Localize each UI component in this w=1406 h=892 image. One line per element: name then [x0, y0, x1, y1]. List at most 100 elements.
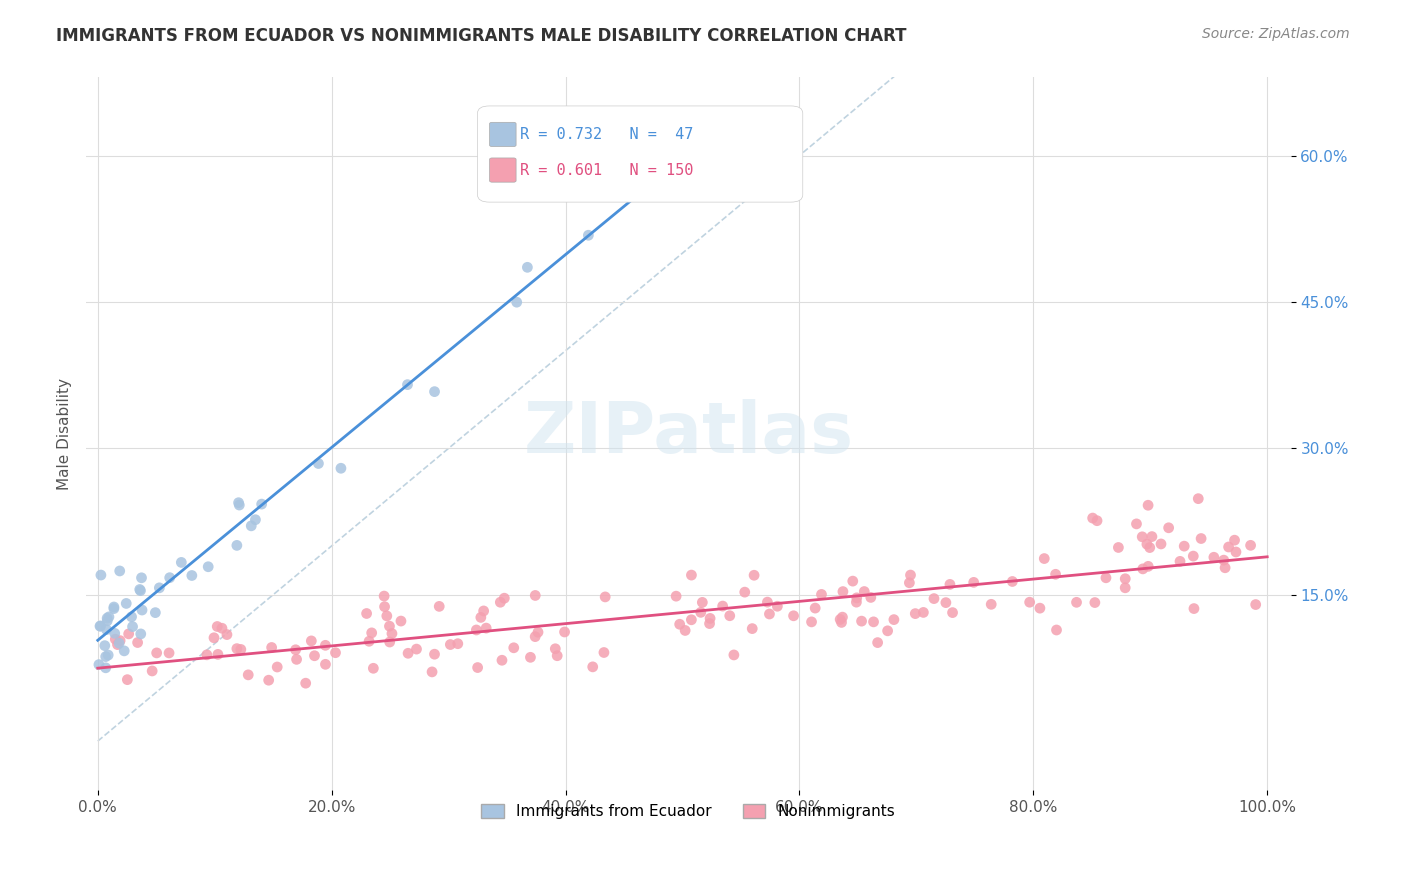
Point [143, 606, 166, 620]
Point [692, 595, 714, 609]
Point [96, 614, 118, 628]
Point [129, 583, 152, 598]
Point [145, 646, 167, 660]
Point [576, 228, 599, 243]
Point [180, 568, 202, 582]
Point [197, 559, 219, 574]
Point [1244, 598, 1267, 612]
Point [129, 627, 152, 641]
Point [94, 639, 117, 653]
Point [314, 657, 336, 672]
Point [225, 538, 247, 552]
Point [627, 171, 650, 186]
Point [374, 599, 396, 614]
Point [1157, 521, 1180, 535]
Point [108, 564, 131, 578]
Point [104, 632, 127, 647]
Point [1187, 491, 1209, 506]
Point [94, 649, 117, 664]
Point [396, 646, 419, 660]
Y-axis label: Male Disability: Male Disability [58, 377, 72, 490]
Point [215, 627, 238, 641]
Point [1136, 537, 1159, 551]
Point [360, 625, 382, 640]
Point [922, 591, 945, 606]
Point [1084, 596, 1107, 610]
Point [1132, 562, 1154, 576]
Point [128, 582, 150, 597]
Point [238, 668, 260, 682]
Point [593, 646, 616, 660]
Point [1130, 530, 1153, 544]
Point [963, 575, 986, 590]
Point [225, 641, 247, 656]
Point [883, 613, 905, 627]
FancyBboxPatch shape [478, 106, 803, 202]
Point [1029, 601, 1052, 615]
Point [489, 595, 512, 609]
Point [405, 642, 427, 657]
Point [1095, 571, 1118, 585]
Point [845, 591, 868, 605]
Point [423, 384, 446, 399]
Point [876, 624, 898, 638]
Point [741, 622, 763, 636]
Point [502, 640, 524, 655]
Point [1223, 533, 1246, 548]
Point [117, 673, 139, 687]
Point [859, 591, 882, 605]
Point [87, 657, 110, 672]
Point [613, 187, 636, 202]
Point [439, 638, 461, 652]
Point [681, 568, 703, 582]
Point [229, 642, 252, 657]
Point [1033, 551, 1056, 566]
Point [1202, 550, 1225, 565]
Point [89, 619, 111, 633]
Point [1168, 554, 1191, 568]
Point [758, 607, 780, 621]
Point [939, 577, 962, 591]
Point [1081, 511, 1104, 525]
Point [307, 457, 329, 471]
Point [240, 519, 263, 533]
Text: Source: ZipAtlas.com: Source: ZipAtlas.com [1202, 27, 1350, 41]
Point [544, 641, 567, 656]
Point [1066, 595, 1088, 609]
Point [148, 581, 170, 595]
Point [131, 603, 153, 617]
Point [304, 648, 326, 663]
Point [170, 556, 193, 570]
Point [524, 589, 547, 603]
Text: IMMIGRANTS FROM ECUADOR VS NONIMMIGRANTS MALE DISABILITY CORRELATION CHART: IMMIGRANTS FROM ECUADOR VS NONIMMIGRANTS… [56, 27, 907, 45]
Point [112, 644, 135, 658]
Point [356, 607, 378, 621]
Point [389, 614, 412, 628]
Point [800, 615, 823, 629]
Point [157, 646, 180, 660]
Point [831, 615, 853, 630]
Point [668, 617, 690, 632]
Point [107, 638, 129, 652]
Point [1045, 623, 1067, 637]
Point [141, 664, 163, 678]
Point [723, 648, 745, 662]
Point [90, 568, 112, 582]
Point [665, 589, 688, 603]
FancyBboxPatch shape [489, 122, 516, 146]
Point [207, 648, 229, 662]
Point [845, 595, 868, 609]
Text: R = 0.732   N =  47: R = 0.732 N = 47 [520, 127, 693, 142]
Point [766, 599, 789, 614]
Point [159, 571, 181, 585]
Point [941, 606, 963, 620]
Point [207, 619, 229, 633]
Point [381, 626, 404, 640]
Point [900, 568, 922, 582]
Point [1150, 537, 1173, 551]
Point [582, 660, 605, 674]
Point [245, 513, 267, 527]
Legend: Immigrants from Ecuador, Nonimmigrants: Immigrants from Ecuador, Nonimmigrants [475, 797, 901, 825]
Point [285, 652, 308, 666]
Point [491, 653, 513, 667]
